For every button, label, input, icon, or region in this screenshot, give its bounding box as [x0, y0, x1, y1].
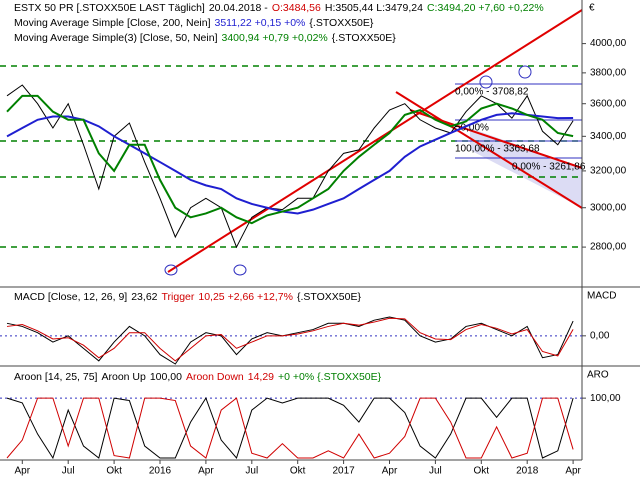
panel-title: Aroon [14, 25, 75] [14, 371, 98, 383]
legend-status: 14,29 [247, 371, 275, 383]
legend-entry: Aroon Down [185, 371, 244, 383]
legend-source: {.STOXX50E} [296, 291, 361, 303]
legend: Moving Average Simple(3) [Close, 50, Nei… [14, 32, 400, 45]
annotation: 100,00% - 3363,68 [455, 144, 540, 155]
x-tick-label: Jul [245, 466, 258, 477]
series-line [6, 317, 574, 362]
x-tick-label: Apr [382, 466, 398, 477]
legend-high-low: H:3505,44 L:3479,24 [324, 2, 423, 14]
legend-entry: Moving Average Simple [Close, 200, Nein] [14, 17, 211, 29]
legend-close: C:3494,20 +7,60 +0,22% [426, 2, 544, 14]
panel-frames [0, 0, 640, 461]
legend-source: {.STOXX50E} [309, 17, 374, 29]
x-tick-label: Okt [106, 466, 122, 477]
legend: Aroon [14, 25, 75] Aroon Up 100,00 Aroon Do… [14, 371, 385, 384]
annotation: 0,00% - 3261,86 [512, 162, 586, 173]
x-tick-label: 2018 [516, 466, 539, 477]
annotation: 0,00% - 3708,82 [455, 87, 529, 98]
legend-status: 100,00 [149, 371, 182, 383]
legend-entry: Aroon Up [101, 371, 146, 383]
series-line [6, 94, 574, 225]
legend: MACD [Close, 12, 26, 9] 23,62 Trigger 10,25… [14, 291, 365, 304]
x-tick-label: Apr [565, 466, 581, 477]
x-tick-label: 2017 [332, 466, 355, 477]
y-tick-label: 3800,00 [590, 68, 627, 79]
legend: ESTX 50 PR [.STOXX50E LAST Täglich] 20.04… [14, 2, 548, 15]
y-tick-label: 3600,00 [590, 98, 627, 109]
legend-open: O:3484,56 [271, 2, 321, 14]
series-line [6, 112, 574, 215]
series-line [6, 397, 574, 459]
x-tick-label: Apr [15, 466, 31, 477]
axis-title: ARO [587, 370, 609, 381]
trend-lines [167, 9, 583, 273]
legend-entry: Trigger [161, 291, 195, 303]
y-tick-label: 3200,00 [590, 166, 627, 177]
legend-source: {.STOXX50E} [331, 32, 396, 44]
legend: Moving Average Simple [Close, 200, Nein]… [14, 17, 377, 30]
x-tick-label: Jul [429, 466, 442, 477]
series-line [6, 84, 574, 249]
y-tick-label: 100,00 [590, 393, 621, 404]
legend-entry: Moving Average Simple(3) [Close, 50, Nei… [14, 32, 218, 44]
y-tick-label: 4000,00 [590, 38, 627, 49]
legend-status: 3400,94 +0,79 +0,02% [221, 32, 328, 44]
x-tick-label: Okt [290, 466, 306, 477]
panel-title: MACD [Close, 12, 26, 9] [14, 291, 128, 303]
x-tick-label: Jul [62, 466, 75, 477]
legend-date: 20.04.2018 - [208, 2, 268, 14]
x-tick-label: 2016 [149, 466, 172, 477]
y-tick-label: 0,00 [590, 330, 610, 341]
annotation: 50,00% [455, 123, 489, 134]
channel-fill [470, 128, 582, 208]
legend-entry: ESTX 50 PR [.STOXX50E LAST Täglich] [14, 2, 205, 14]
y-tick-label: 3400,00 [590, 131, 627, 142]
axis-title: MACD [587, 291, 616, 302]
series-line [6, 397, 574, 460]
x-tick-label: Apr [198, 466, 214, 477]
y-tick-label: 3000,00 [590, 202, 627, 213]
markers [164, 65, 532, 276]
legend-status: 10,25 +2,66 +12,7% [198, 291, 293, 303]
series-line [6, 316, 574, 365]
legend-status: 23,62 [131, 291, 158, 303]
plot-bg [0, 0, 582, 460]
y-tick-label: 2800,00 [590, 242, 627, 253]
currency-label: € [589, 3, 595, 14]
legend-status: 3511,22 +0,15 +0% [214, 17, 306, 29]
x-tick-label: Okt [474, 466, 490, 477]
legend-source: +0 +0% {.STOXX50E} [278, 371, 382, 383]
